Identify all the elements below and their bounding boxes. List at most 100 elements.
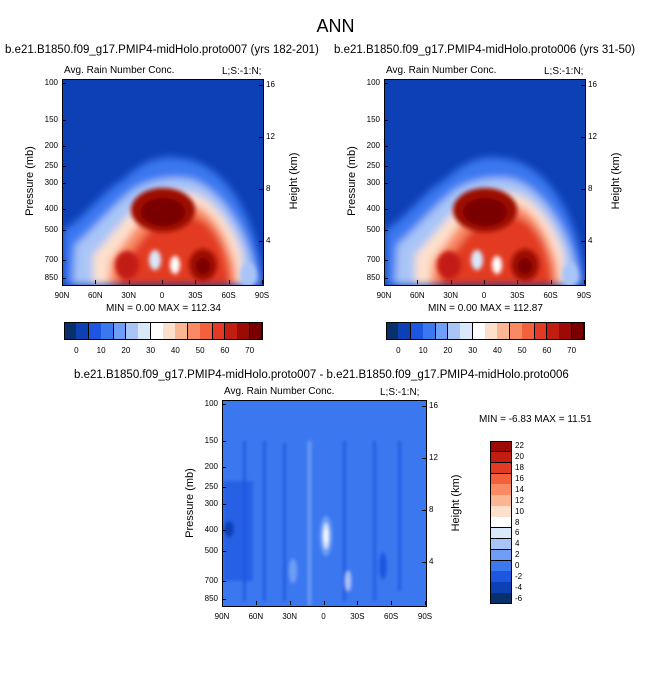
panel3-title: b.e21.B1850.f09_g17.PMIP4-midHolo.proto0…	[74, 369, 569, 381]
panel3-pressure-tick-mark	[222, 550, 226, 552]
panel2-lat-tick-label: 60S	[543, 291, 558, 300]
colorbar2-label: 0	[396, 346, 401, 355]
panel2-lat-tick-mark	[450, 280, 452, 284]
panel3-pressure-tick-mark	[222, 467, 226, 469]
panel3-height-tick-label: 4	[429, 556, 434, 566]
colorbar-diff-label: 14	[515, 484, 524, 494]
panel2-lat-tick-mark	[584, 280, 585, 284]
colorbar1-label: 30	[146, 346, 156, 355]
panel2-height-tick-mark	[581, 136, 585, 138]
colorbar1-frame	[64, 322, 262, 340]
colorbar-diff-label: 2	[515, 550, 520, 560]
panel1-pressure-tick-mark	[62, 260, 66, 262]
panel3-pressure-tick-mark	[222, 440, 226, 442]
panel2-pressure-tick-label: 850	[366, 273, 380, 282]
panel2-pressure-tick-mark	[384, 278, 388, 279]
panel1-lat-tick-label: 0	[159, 291, 165, 300]
panel1-height-tick-label: 16	[266, 79, 275, 89]
colorbar-diff-label: 22	[515, 441, 524, 451]
panel2-pressure-tick-label: 200	[366, 141, 380, 151]
panel1-heatmap	[63, 80, 263, 285]
panel2-y2-axis-label: Height (km)	[610, 152, 622, 210]
panel1-pressure-tick-label: 700	[44, 255, 58, 265]
panel1-lat-tick-mark	[262, 280, 263, 284]
colorbar1-swatch	[249, 322, 263, 340]
panel1-pressure-tick-mark	[62, 119, 66, 121]
colorbar-diff-swatch	[490, 506, 512, 518]
panel3-min-max: MIN = -6.83 MAX = 11.51	[479, 414, 592, 425]
panel2-height-tick-label: 12	[588, 131, 597, 141]
panel2-lat-tick-mark	[417, 280, 419, 284]
page-title: ANN	[316, 16, 355, 36]
panel1-pressure-tick-label: 250	[44, 161, 58, 171]
colorbar-diff-label: -4	[515, 582, 523, 592]
panel2-pressure-tick-label: 700	[366, 255, 380, 265]
panel1-height-tick-mark	[259, 136, 263, 138]
panel1-lat-tick-label: 60S	[221, 291, 236, 300]
panel2-height-tick-mark	[581, 84, 585, 86]
panel2-pressure-tick-label: 250	[366, 161, 380, 171]
panel1-pressure-tick-label: 500	[44, 224, 58, 234]
panel3-pressure-tick-label: 200	[204, 462, 218, 472]
colorbar-diff-label: 12	[515, 495, 524, 505]
colorbar2-label: 30	[468, 346, 478, 355]
colorbar1-label: 40	[170, 346, 180, 355]
colorbar-diff-swatch	[490, 582, 512, 594]
panel3-pressure-tick-mark	[222, 404, 226, 405]
colorbar-diff-frame	[490, 441, 512, 604]
panel3-pressure-tick-label: 400	[204, 525, 218, 535]
panel3-lat-tick-label: 0	[321, 612, 326, 621]
panel1-lat-tick-mark	[162, 280, 163, 284]
panel1-lat-tick-label: 90N	[54, 291, 70, 300]
panel2-pressure-tick-mark	[384, 83, 388, 84]
panel3-lat-tick-mark	[425, 601, 426, 605]
panel1-pressure-tick-mark	[62, 278, 66, 279]
panel2-lat-tick-label: 60N	[409, 291, 425, 300]
colorbar-diff-swatch	[490, 451, 512, 464]
panel1-pressure-tick-label: 100	[44, 78, 58, 87]
panel2-lat-tick-mark	[384, 280, 385, 284]
panel3-lat-tick-mark	[255, 601, 257, 605]
colorbar-diff-swatch	[490, 441, 512, 453]
panel3-lat-tick-mark	[222, 601, 223, 605]
panel2-height-tick-label: 16	[588, 79, 597, 89]
panel3-pressure-tick-label: 100	[204, 399, 218, 408]
panel2-lat-tick-mark	[550, 280, 552, 284]
colorbar-diff-label: -6	[515, 593, 523, 603]
panel2-pressure-tick-mark	[384, 146, 388, 148]
colorbar1-label: 60	[220, 346, 230, 355]
panel2-lat-tick-label: 0	[481, 291, 487, 300]
panel3-lat-tick-label: 60N	[248, 612, 264, 621]
panel3-lat-tick-mark	[323, 601, 325, 605]
panel3-height-tick-mark	[422, 457, 426, 459]
panel3-plot-area	[222, 400, 427, 607]
panel2-pressure-tick-label: 300	[366, 178, 380, 188]
colorbar-diff-label: 0	[515, 560, 520, 570]
panel2-units-label: L;S:-1:N;	[544, 66, 584, 77]
panel1-lat-tick-mark	[128, 280, 130, 284]
colorbar-diff-swatch	[490, 538, 512, 551]
panel1-pressure-tick-mark	[62, 166, 66, 168]
colorbar-diff-label: 18	[515, 463, 524, 473]
colorbar-diff-swatch	[490, 560, 512, 572]
panel3-y2-axis-label: Height (km)	[450, 474, 462, 532]
colorbar-diff-label: -2	[515, 571, 523, 581]
panel1-variable-label: Avg. Rain Number Conc.	[64, 65, 175, 76]
panel1-height-tick-label: 12	[266, 131, 275, 141]
panel1-lat-tick-mark	[228, 280, 230, 284]
panel3-lat-tick-mark	[357, 601, 359, 605]
colorbar-diff-swatch	[490, 484, 512, 496]
panel3-pressure-tick-label: 500	[204, 545, 218, 555]
colorbar-diff-swatch	[490, 517, 512, 529]
panel2-pressure-tick-mark	[384, 119, 388, 121]
panel1-pressure-tick-label: 300	[44, 178, 58, 188]
panel3-height-tick-label: 8	[429, 504, 434, 514]
colorbar-diff-label: 20	[515, 452, 524, 462]
panel1-units-label: L;S:-1:N;	[222, 66, 262, 77]
colorbar2-frame	[386, 322, 584, 340]
panel1-height-tick-mark	[259, 188, 263, 190]
panel2-plot-area	[384, 79, 586, 286]
panel1-pressure-tick-mark	[62, 229, 66, 231]
panel1-pressure-tick-label: 400	[44, 204, 58, 214]
panel2-height-tick-mark	[581, 240, 585, 242]
